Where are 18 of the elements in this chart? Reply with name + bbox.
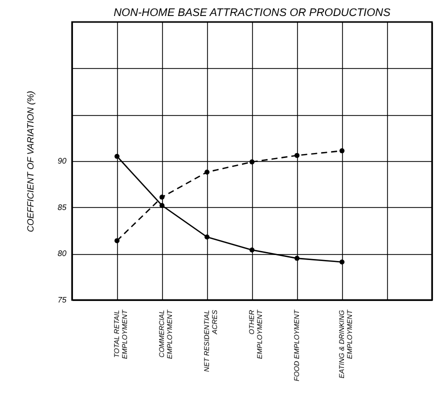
point xyxy=(160,202,164,208)
point xyxy=(340,260,344,264)
y-axis-title: COEFFICIENT OF VARIATION (%) xyxy=(26,90,36,232)
point xyxy=(114,154,120,159)
point xyxy=(250,247,254,252)
y-tick-label: 90 xyxy=(58,156,68,166)
y-tick-label: 75 xyxy=(58,296,68,304)
y-tick-label: 80 xyxy=(58,249,68,258)
y-tick-label: 85 xyxy=(58,202,68,212)
point xyxy=(204,234,210,240)
point xyxy=(160,194,164,200)
point xyxy=(294,152,300,158)
chart-title: NON-HOME BASE ATTRACTIONS OR PRODUCTIONS xyxy=(114,7,392,19)
point xyxy=(294,256,300,261)
point xyxy=(204,170,210,175)
point xyxy=(250,159,254,164)
point xyxy=(114,238,120,244)
point xyxy=(340,148,344,154)
